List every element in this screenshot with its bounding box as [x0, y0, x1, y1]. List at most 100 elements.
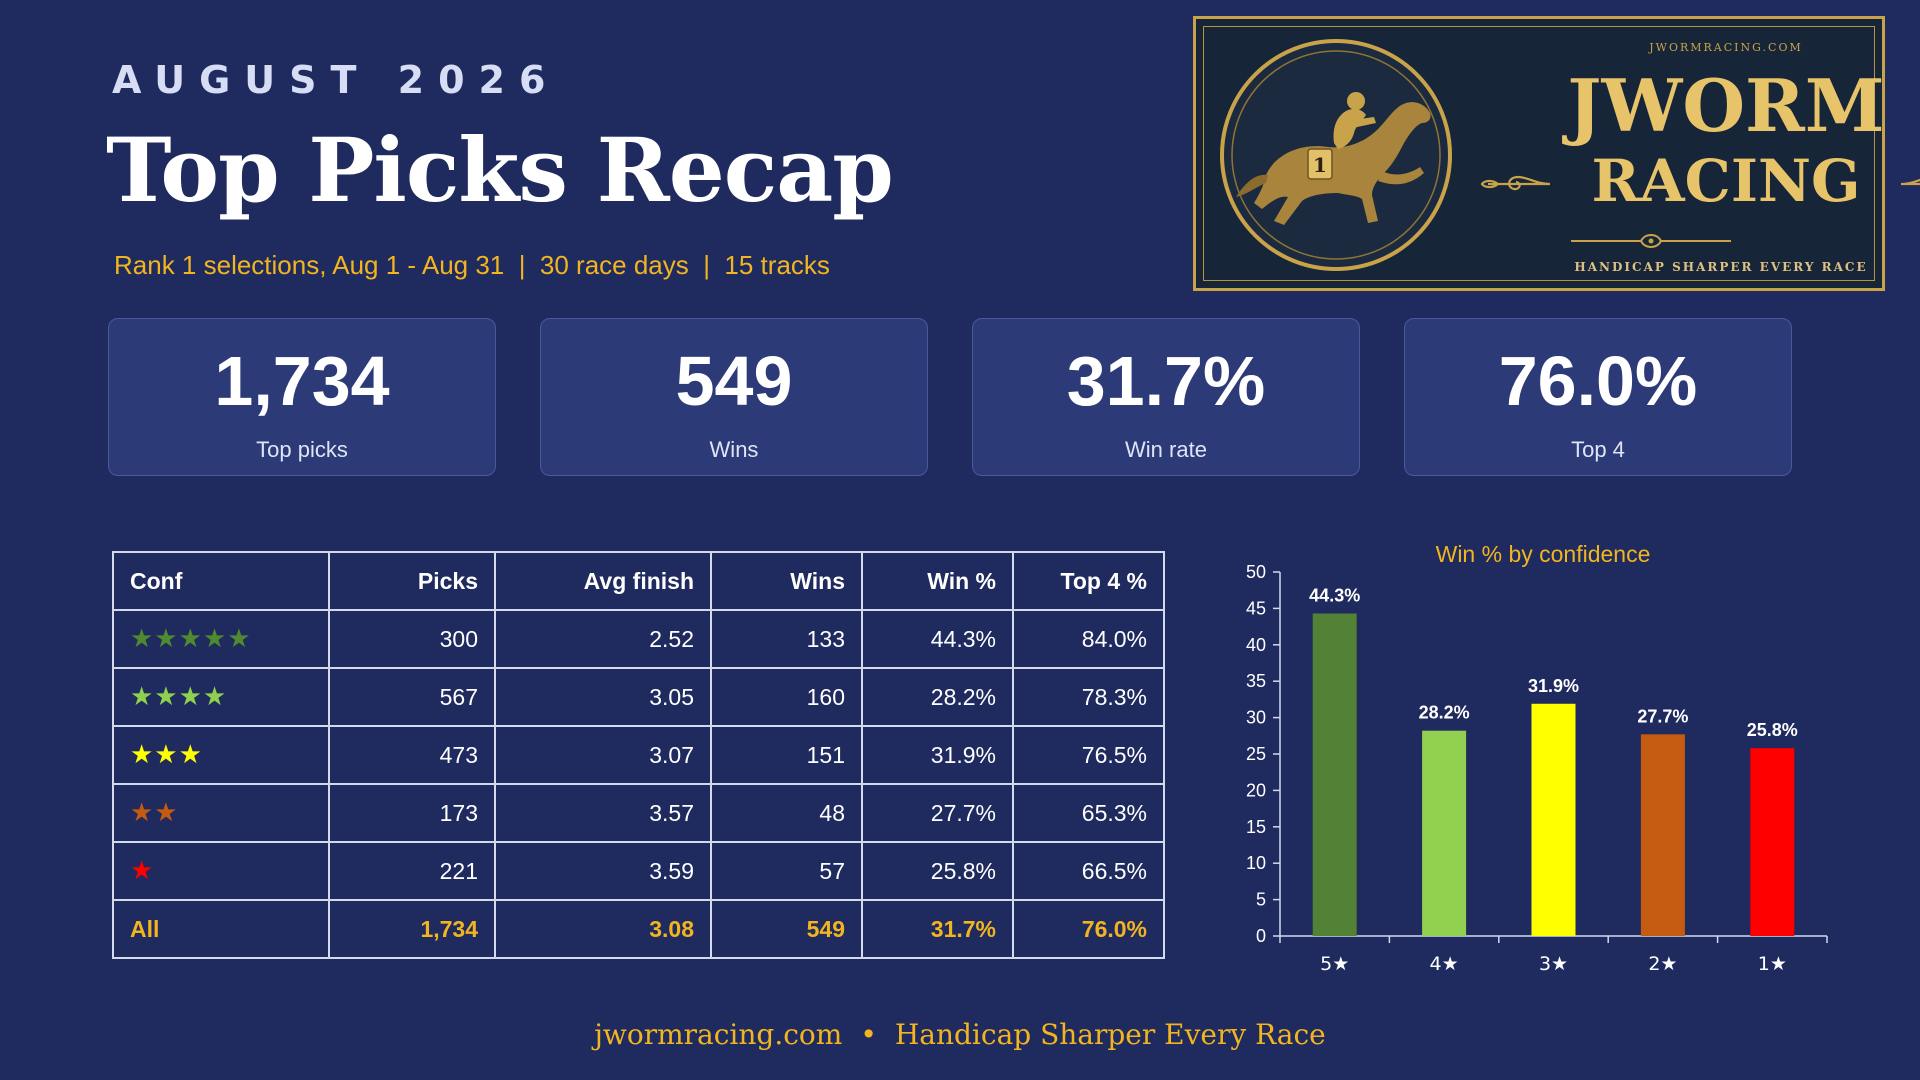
logo-site: JWORMRACING.COM	[1649, 41, 1803, 54]
cell-picks: 221	[328, 841, 496, 901]
table-row: ★★★★★ 300 2.52 133 44.3% 84.0%	[112, 609, 1165, 669]
star-rating-icon: ★★★	[130, 740, 203, 770]
confidence-table: Conf Picks Avg finish Wins Win % Top 4 %…	[112, 551, 1165, 959]
cell-top4-pct: 66.5%	[1012, 841, 1165, 901]
y-tick-label: 15	[1246, 817, 1266, 837]
stat-value: 549	[675, 342, 793, 420]
horse-and-jockey-icon: 1	[1220, 39, 1452, 271]
y-tick-label: 20	[1246, 780, 1266, 800]
table-header-row: Conf Picks Avg finish Wins Win % Top 4 %	[112, 551, 1165, 611]
y-tick-label: 40	[1246, 635, 1266, 655]
cell-win-pct: 31.9%	[861, 725, 1014, 785]
cell-avg-finish: 3.05	[494, 667, 712, 727]
column-header-avg-finish: Avg finish	[494, 551, 712, 611]
cell-top4-pct: 84.0%	[1012, 609, 1165, 669]
win-pct-bar-chart: Win % by confidence 0 5 10 15 20 25 30 35 40 45 50…	[1246, 541, 1828, 975]
cell-picks: 173	[328, 783, 496, 843]
footer-site-link[interactable]: jwormracing.com	[594, 1018, 843, 1051]
star-rating-icon: ★★	[130, 798, 179, 828]
footer-tagline: Handicap Sharper Every Race	[894, 1018, 1326, 1051]
logo-tagline: HANDICAP SHARPER EVERY RACE	[1574, 260, 1868, 274]
footer-separator: •	[860, 1018, 877, 1051]
cell-win-pct: 27.7%	[861, 783, 1014, 843]
cell-top4-pct: 78.3%	[1012, 667, 1165, 727]
data-label: 44.3%	[1309, 585, 1360, 605]
cell-picks: 300	[328, 609, 496, 669]
star-rating-icon: ★	[130, 856, 155, 886]
chart-title: Win % by confidence	[1436, 541, 1651, 567]
table-row: ★ 221 3.59 57 25.8% 66.5%	[112, 841, 1165, 901]
data-label: 28.2%	[1419, 703, 1470, 723]
column-header-conf: Conf	[112, 551, 330, 611]
stat-label: Top picks	[256, 437, 348, 462]
column-header-top4-pct: Top 4 %	[1012, 551, 1165, 611]
y-tick-label: 0	[1256, 926, 1266, 946]
cell-avg-finish: 3.07	[494, 725, 712, 785]
stat-card-win-rate: 31.7% Win rate	[972, 318, 1360, 476]
y-tick-label: 10	[1246, 853, 1266, 873]
bar-5-star	[1312, 613, 1357, 936]
x-tick-label: 5★	[1320, 953, 1349, 975]
bar-3-star	[1531, 703, 1576, 936]
cell-win-pct: 28.2%	[861, 667, 1014, 727]
cell-wins: 160	[710, 667, 863, 727]
y-tick-label: 5	[1256, 890, 1266, 910]
column-header-win-pct: Win %	[861, 551, 1014, 611]
logo-name-line1: JWORM	[1567, 63, 1885, 148]
page-subtitle: Rank 1 selections, Aug 1 - Aug 31 | 30 r…	[114, 250, 830, 280]
cell-wins: 48	[710, 783, 863, 843]
cell-avg-finish: 3.08	[494, 899, 712, 959]
y-tick-label: 35	[1246, 671, 1266, 691]
bar-2-star	[1640, 734, 1685, 936]
cell-win-pct: 44.3%	[861, 609, 1014, 669]
cell-top4-pct: 76.0%	[1012, 899, 1165, 959]
stat-value: 31.7%	[1066, 342, 1266, 420]
stat-value: 76.0%	[1498, 342, 1698, 420]
cell-avg-finish: 2.52	[494, 609, 712, 669]
stat-label: Wins	[709, 437, 759, 462]
data-label: 27.7%	[1637, 706, 1688, 726]
footer: jwormracing.com • Handicap Sharper Every R…	[0, 1018, 1920, 1051]
column-header-picks: Picks	[328, 551, 496, 611]
stat-card-top-picks: 1,734 Top picks	[108, 318, 496, 476]
y-tick-label: 45	[1246, 598, 1266, 618]
right-flourish-icon	[1900, 178, 1920, 186]
cell-wins: 151	[710, 725, 863, 785]
stat-value: 1,734	[214, 342, 390, 420]
table-row: ★★★★ 567 3.05 160 28.2% 78.3%	[112, 667, 1165, 727]
y-tick-label: 50	[1246, 562, 1266, 582]
page-title: Top Picks Recap	[106, 118, 894, 222]
x-tick-label: 3★	[1539, 953, 1568, 975]
stat-label: Top 4	[1571, 437, 1625, 462]
cell-wins: 549	[710, 899, 863, 959]
saddle-number: 1	[1313, 153, 1327, 177]
cell-avg-finish: 3.59	[494, 841, 712, 901]
cell-wins: 57	[710, 841, 863, 901]
table-total-row: All 1,734 3.08 549 31.7% 76.0%	[112, 899, 1165, 959]
stat-card-wins: 549 Wins	[540, 318, 928, 476]
star-rating-icon: ★★★★★	[130, 624, 252, 654]
divider-flourish-icon	[1571, 234, 1731, 248]
y-tick-label: 30	[1246, 708, 1266, 728]
bar-1-star	[1750, 748, 1795, 936]
star-rating-icon: ★★★★	[130, 682, 228, 712]
x-tick-label: 1★	[1758, 953, 1787, 975]
logo-name-line2: RACING	[1591, 147, 1861, 215]
data-label: 31.9%	[1528, 676, 1579, 696]
cell-total-label: All	[112, 899, 330, 959]
table-row: ★★★ 473 3.07 151 31.9% 76.5%	[112, 725, 1165, 785]
cell-picks: 567	[328, 667, 496, 727]
month-label: AUGUST 2026	[112, 58, 560, 102]
data-label: 25.8%	[1747, 720, 1798, 740]
bar-4-star	[1422, 730, 1467, 936]
column-header-wins: Wins	[710, 551, 863, 611]
stat-label: Win rate	[1125, 437, 1207, 462]
table-row: ★★ 173 3.57 48 27.7% 65.3%	[112, 783, 1165, 843]
brand-logo: 1 JWORMRACING.COM JWORM RACING HANDICAP …	[1193, 16, 1920, 291]
cell-win-pct: 25.8%	[861, 841, 1014, 901]
x-tick-label: 4★	[1430, 953, 1459, 975]
cell-wins: 133	[710, 609, 863, 669]
y-tick-label: 25	[1246, 744, 1266, 764]
cell-picks: 1,734	[328, 899, 496, 959]
left-flourish-icon	[1480, 175, 1551, 191]
